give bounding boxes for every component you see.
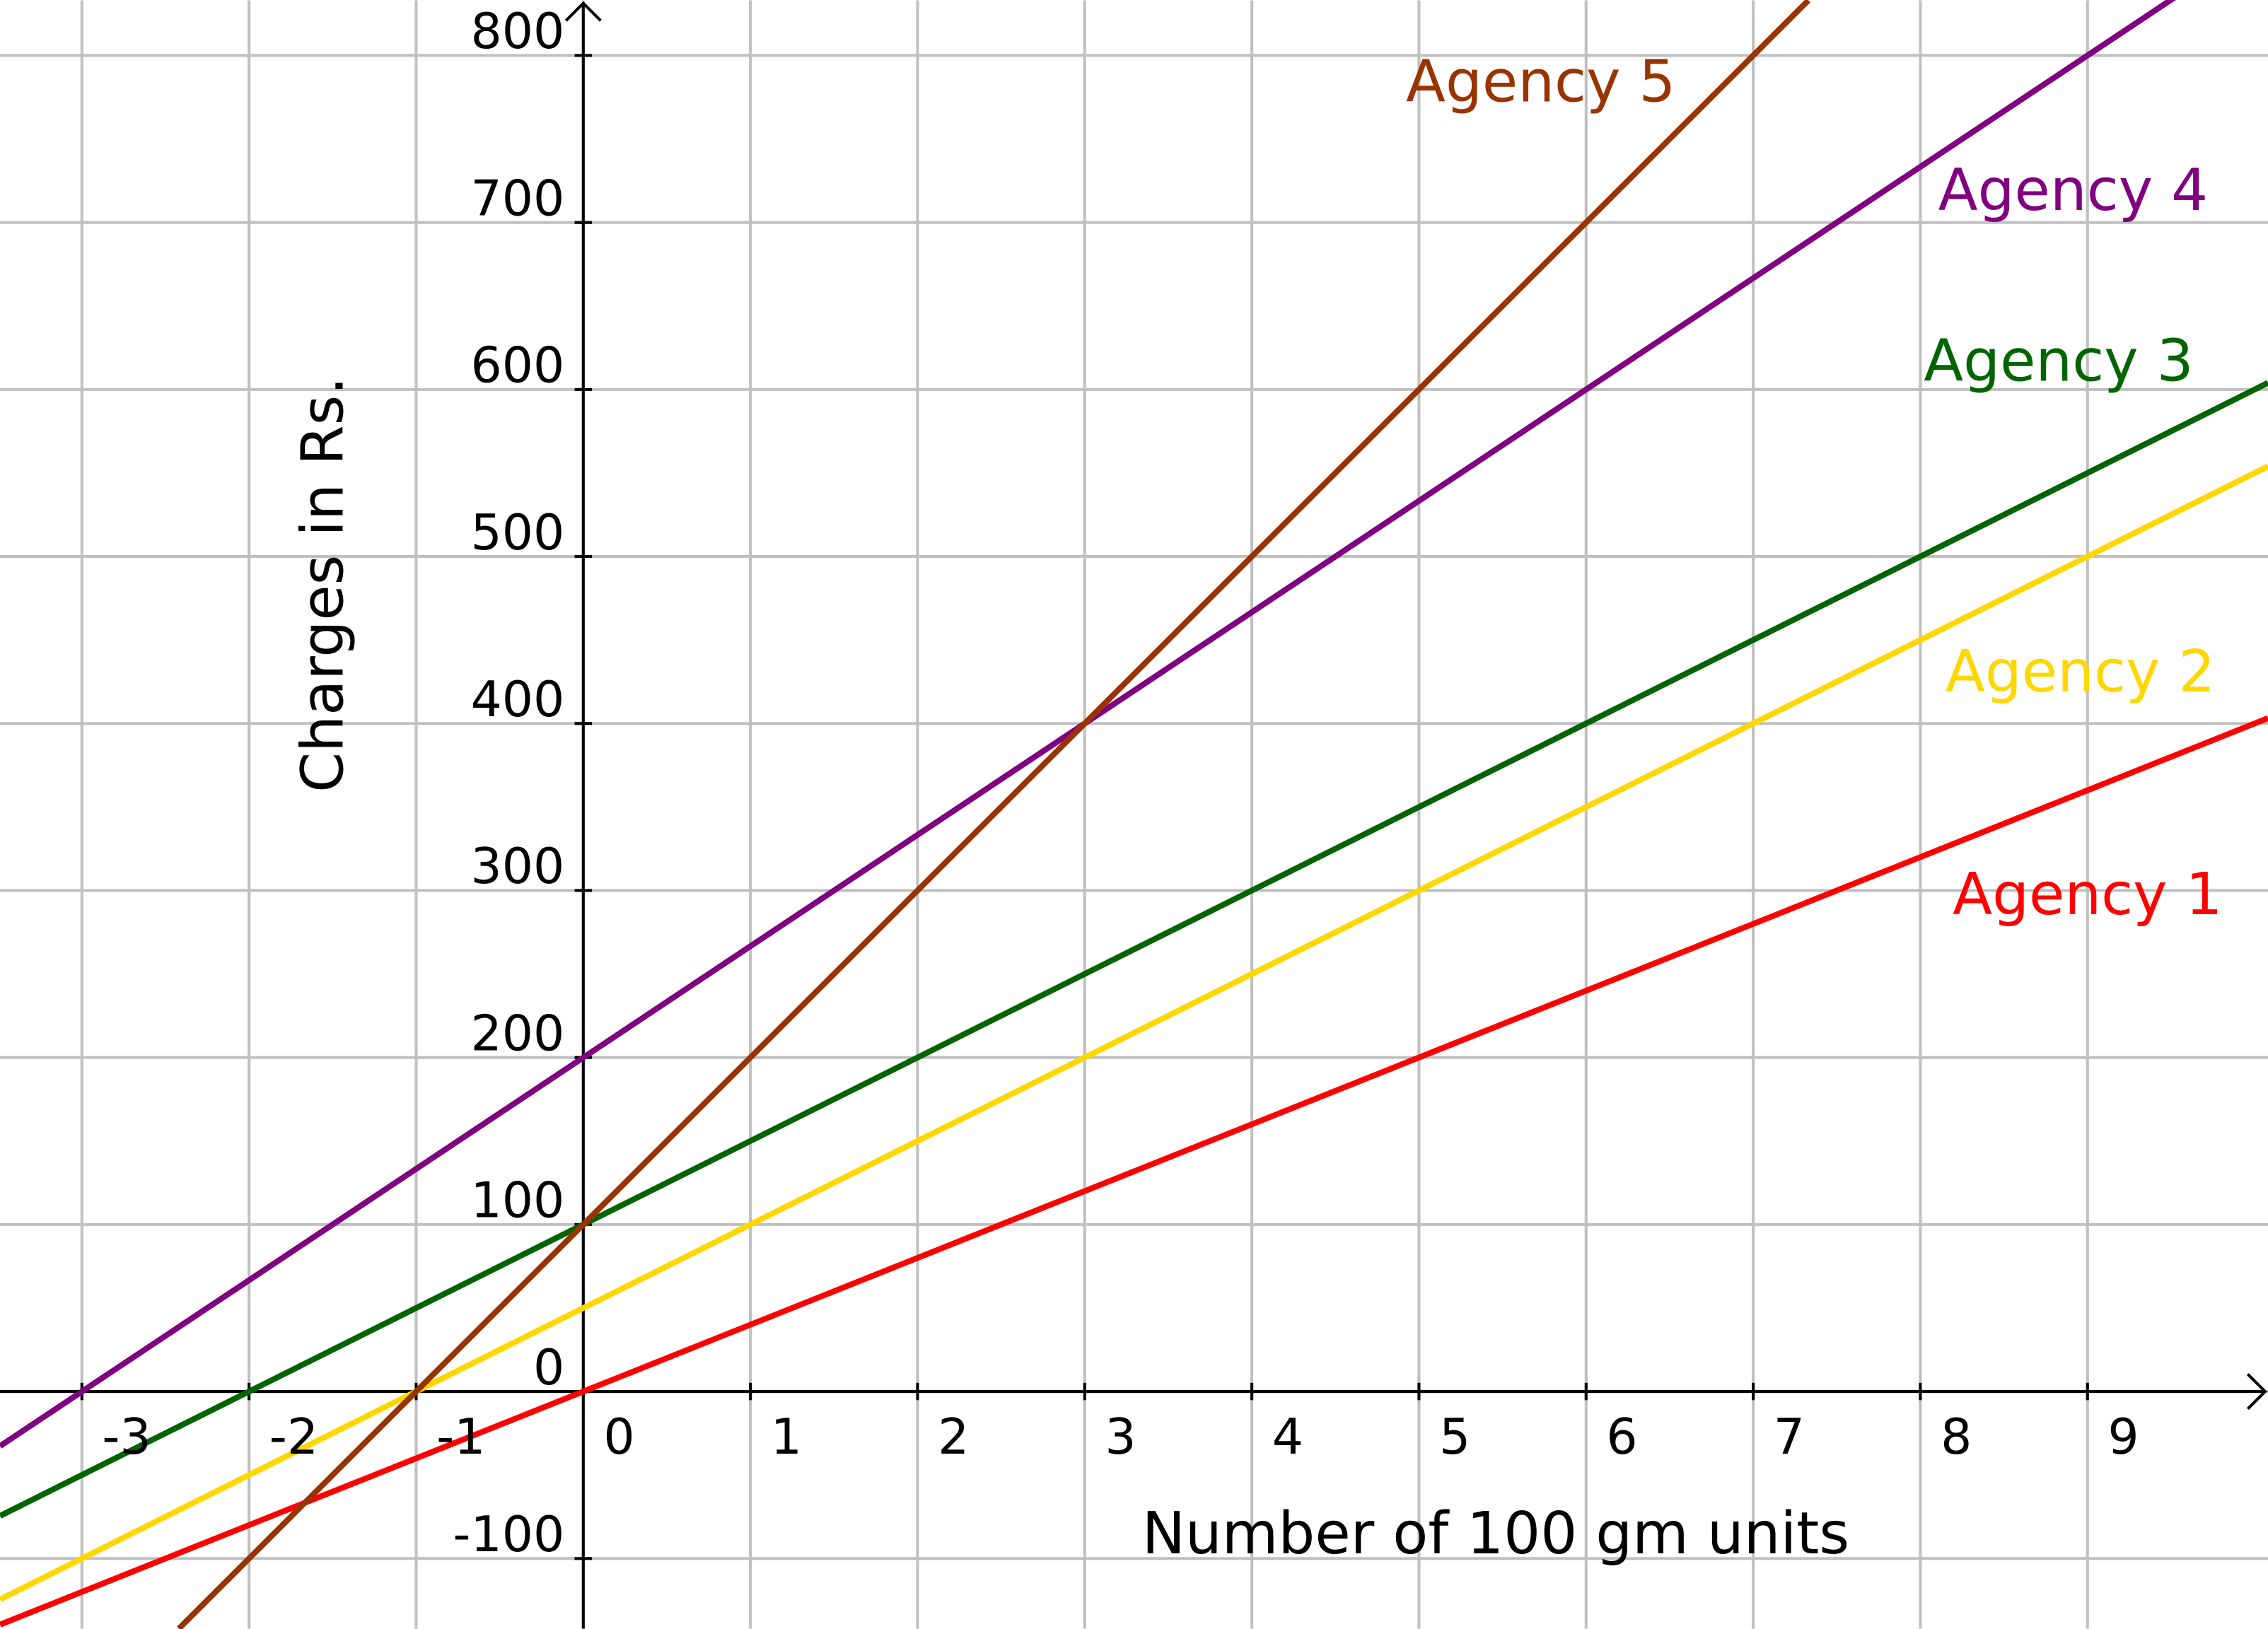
tick-labels: -3 -2 -1 0 1 2 3 4 5 6 7 8 9 -100 0 100 200 300 400 500 600 7…: [102, 3, 2139, 1563]
series-line-agency-2: [0, 463, 2268, 1602]
series-label-agency-1: Agency 1: [1953, 861, 2222, 928]
x-tick-label: 5: [1439, 1408, 1470, 1466]
y-tick-label: 400: [471, 671, 565, 728]
series-line-agency-4: [0, 0, 2176, 1449]
x-tick-label: -2: [269, 1408, 318, 1466]
x-tick-label: 3: [1105, 1408, 1136, 1466]
y-tick-label: 300: [471, 838, 565, 895]
x-tick-label: 8: [1941, 1408, 1972, 1466]
y-tick-label: 100: [471, 1172, 565, 1230]
y-axis-arrow-icon: [564, 1, 602, 22]
y-tick-label: -100: [453, 1506, 564, 1563]
x-axis-arrow-icon: [2246, 1373, 2267, 1411]
x-tick-label: 4: [1272, 1408, 1303, 1466]
x-tick-label: 9: [2107, 1408, 2139, 1466]
y-tick-label: 0: [533, 1339, 564, 1396]
x-tick-label: 6: [1606, 1408, 1637, 1466]
x-tick-label: 7: [1774, 1408, 1805, 1466]
series-line-agency-3: [0, 380, 2268, 1519]
x-tick-label: 2: [938, 1408, 969, 1466]
x-axis-title: Number of 100 gm units: [1142, 1500, 1849, 1567]
series-label-agency-5: Agency 5: [1406, 49, 1675, 116]
series-label-agency-2: Agency 2: [1946, 638, 2215, 706]
series-label-agency-4: Agency 4: [1938, 157, 2208, 224]
y-tick-label: 500: [471, 504, 565, 561]
series-label-agency-3: Agency 3: [1924, 327, 2193, 395]
series-line-agency-5: [176, 0, 1810, 1629]
y-tick-label: 800: [471, 3, 565, 60]
y-axis-title: Charges in Rs.: [290, 377, 357, 793]
x-tick-label: -1: [436, 1408, 485, 1466]
y-tick-label: 200: [471, 1005, 565, 1062]
series-line-agency-1: [0, 715, 2268, 1628]
y-tick-label: 700: [471, 170, 565, 227]
x-tick-label: -3: [102, 1408, 151, 1466]
x-tick-label: 0: [603, 1408, 634, 1466]
y-tick-label: 600: [471, 337, 565, 395]
x-tick-label: 1: [771, 1408, 802, 1466]
